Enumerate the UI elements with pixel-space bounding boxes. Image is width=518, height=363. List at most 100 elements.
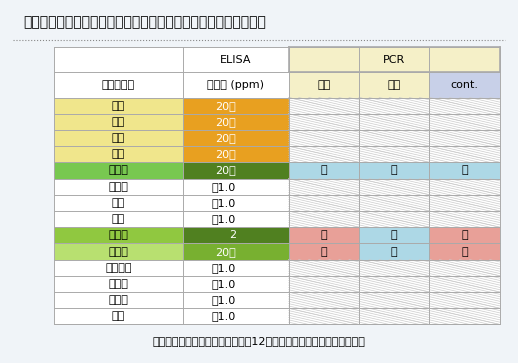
Bar <box>289 162 359 179</box>
Text: 20＜: 20＜ <box>215 133 236 143</box>
Bar <box>289 48 500 73</box>
Bar <box>429 227 500 244</box>
Bar <box>289 308 359 325</box>
Bar <box>54 244 183 260</box>
Text: あさり: あさり <box>109 279 128 289</box>
Bar <box>429 244 500 260</box>
Bar <box>183 98 289 114</box>
Bar <box>54 276 183 292</box>
Text: ＜1.0: ＜1.0 <box>212 182 236 192</box>
Bar <box>359 98 429 114</box>
Text: ＋: ＋ <box>462 246 468 257</box>
Bar <box>359 162 429 179</box>
Bar <box>54 179 183 195</box>
Bar <box>429 260 500 276</box>
Text: －: － <box>321 166 327 175</box>
Bar <box>54 292 183 308</box>
Bar <box>289 292 359 308</box>
Bar <box>54 98 183 114</box>
Bar <box>359 276 429 292</box>
Bar <box>54 114 183 130</box>
Text: いわし: いわし <box>109 230 128 240</box>
Bar <box>359 260 429 276</box>
Bar <box>183 114 289 130</box>
Text: 昆布: 昆布 <box>112 198 125 208</box>
Text: ＋: ＋ <box>321 230 327 240</box>
Text: いわし: いわし <box>109 246 128 257</box>
Bar <box>183 292 289 308</box>
Bar <box>54 195 183 211</box>
Text: 2: 2 <box>229 230 236 240</box>
Text: 20＜: 20＜ <box>215 246 236 257</box>
Bar <box>183 244 289 260</box>
Bar <box>359 179 429 195</box>
Text: 20＜: 20＜ <box>215 166 236 175</box>
Text: ELISA: ELISA <box>220 55 252 65</box>
Bar <box>183 227 289 244</box>
Bar <box>359 211 429 227</box>
Text: 加工食品原材料を粉砕後、室温で12時間以上抽出して測定しました。: 加工食品原材料を粉砕後、室温で12時間以上抽出して測定しました。 <box>153 336 365 346</box>
Bar <box>429 308 500 325</box>
Bar <box>429 146 500 162</box>
Bar <box>289 73 359 98</box>
Bar <box>429 114 500 130</box>
Bar <box>289 179 359 195</box>
Text: ＜1.0: ＜1.0 <box>212 295 236 305</box>
Bar <box>54 146 183 162</box>
Bar <box>54 130 183 146</box>
Bar <box>359 130 429 146</box>
Bar <box>359 195 429 211</box>
Bar <box>289 130 359 146</box>
Bar <box>429 195 500 211</box>
Bar <box>289 276 359 292</box>
Bar <box>429 276 500 292</box>
Bar <box>289 211 359 227</box>
Bar <box>54 48 500 325</box>
Bar <box>54 162 183 179</box>
Bar <box>429 130 500 146</box>
Bar <box>183 308 289 325</box>
Bar <box>289 114 359 130</box>
Text: ＜1.0: ＜1.0 <box>212 311 236 321</box>
Text: －: － <box>462 166 468 175</box>
Text: ほたて: ほたて <box>109 295 128 305</box>
Bar <box>54 308 183 325</box>
Text: わかめ: わかめ <box>109 182 128 192</box>
Text: えび: えび <box>112 133 125 143</box>
Text: 20＜: 20＜ <box>215 149 236 159</box>
Bar <box>289 98 359 114</box>
Bar <box>429 292 500 308</box>
Bar <box>359 292 429 308</box>
Bar <box>429 162 500 179</box>
Bar <box>183 146 289 162</box>
Bar <box>183 211 289 227</box>
Bar <box>289 244 359 260</box>
Bar <box>54 73 183 98</box>
Text: ＜1.0: ＜1.0 <box>212 263 236 273</box>
Text: えび: えび <box>112 149 125 159</box>
Bar <box>359 73 429 98</box>
Bar <box>54 211 183 227</box>
Bar <box>429 211 500 227</box>
Text: 20＜: 20＜ <box>215 117 236 127</box>
Text: －: － <box>391 230 398 240</box>
Bar <box>183 179 289 195</box>
Text: えび: えび <box>317 80 330 90</box>
Bar <box>429 179 500 195</box>
Text: 昆布: 昆布 <box>112 214 125 224</box>
Bar <box>359 244 429 260</box>
Text: 使用原料名: 使用原料名 <box>102 80 135 90</box>
Text: ＋: ＋ <box>321 246 327 257</box>
Text: えび: えび <box>112 101 125 111</box>
Bar <box>359 146 429 162</box>
Text: かき: かき <box>112 311 125 321</box>
Text: かに: かに <box>387 80 401 90</box>
Bar <box>359 227 429 244</box>
Bar <box>289 195 359 211</box>
Bar <box>359 114 429 130</box>
Bar <box>429 73 500 98</box>
Text: －: － <box>391 166 398 175</box>
Text: －: － <box>391 246 398 257</box>
Bar <box>183 195 289 211</box>
Text: cont.: cont. <box>451 80 479 90</box>
